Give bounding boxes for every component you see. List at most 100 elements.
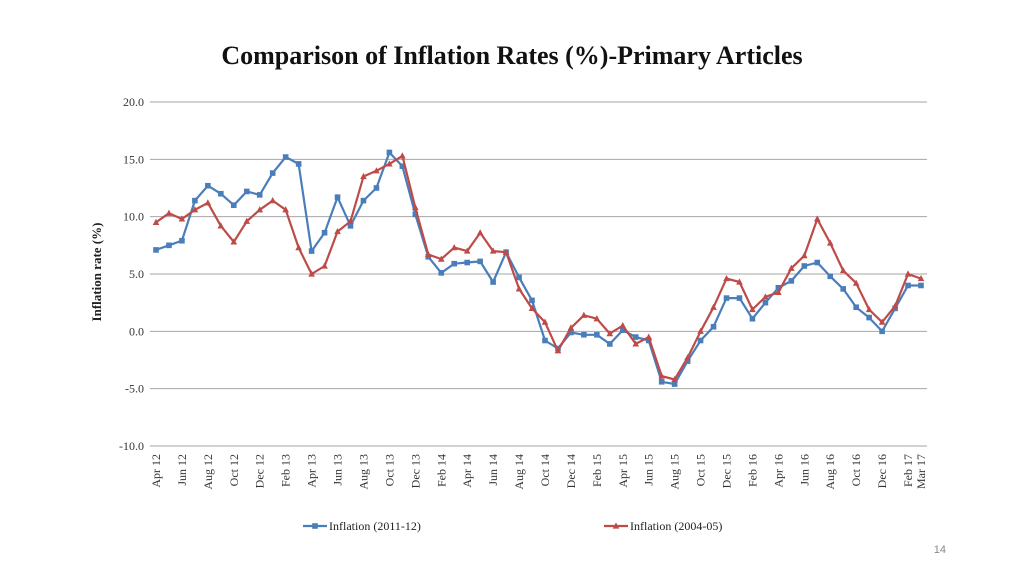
x-tick-label: Jun 12 <box>175 454 189 486</box>
data-point <box>166 242 172 249</box>
x-tick-label: Jun 16 <box>797 454 811 486</box>
data-point <box>917 274 925 282</box>
data-point <box>230 202 237 208</box>
data-point <box>230 238 238 245</box>
y-tick-label: 0.0 <box>129 324 144 338</box>
data-point <box>554 347 562 354</box>
x-tick-label: Dec 13 <box>408 454 422 488</box>
data-point <box>658 372 665 379</box>
data-point <box>477 258 483 265</box>
y-axis-ticks: -10.0 -5.0 0.0 5.0 10.0 15.0 20.0 <box>119 95 144 453</box>
data-point <box>334 194 341 200</box>
data-point <box>386 149 393 156</box>
data-point <box>671 381 678 387</box>
data-point <box>347 217 354 224</box>
data-point <box>619 322 627 329</box>
data-point <box>217 222 225 229</box>
data-point <box>269 170 276 176</box>
data-point <box>373 167 380 174</box>
x-tick-label: Jun 15 <box>642 454 656 486</box>
data-point <box>840 286 847 292</box>
data-point <box>619 327 626 333</box>
legend: Inflation (2011-12) Inflation (2004-05) <box>303 519 722 533</box>
gridlines <box>150 101 927 447</box>
data-point <box>710 303 717 310</box>
data-point <box>671 375 678 383</box>
data-point <box>308 248 315 254</box>
series-2 <box>152 152 925 383</box>
data-point <box>360 197 367 204</box>
y-tick-label: 15.0 <box>123 152 144 166</box>
data-point <box>204 199 212 206</box>
data-point <box>490 279 496 285</box>
data-point <box>243 188 250 195</box>
data-point <box>879 328 885 335</box>
x-tick-label: Jun 14 <box>486 454 500 486</box>
x-tick-label: Apr 15 <box>616 454 630 488</box>
data-series <box>152 149 925 387</box>
data-point <box>813 215 821 222</box>
legend-label: Inflation (2004-05) <box>630 519 722 533</box>
data-point <box>476 229 484 236</box>
data-point <box>463 247 471 254</box>
data-point <box>788 278 795 284</box>
data-point <box>904 270 912 277</box>
data-point <box>360 172 367 180</box>
data-point <box>918 282 924 289</box>
data-point <box>801 263 808 269</box>
x-tick-label: Aug 16 <box>823 454 837 490</box>
x-tick-label: Oct 12 <box>227 454 241 486</box>
x-tick-label: Dec 14 <box>564 454 578 488</box>
data-point <box>438 270 445 276</box>
page-number: 14 <box>933 544 946 556</box>
data-point <box>839 266 847 274</box>
data-point <box>269 197 276 204</box>
data-point <box>541 318 549 325</box>
x-tick-label: Oct 16 <box>849 454 863 486</box>
data-point <box>827 273 834 280</box>
x-tick-label: Feb 14 <box>434 454 448 487</box>
data-point <box>152 218 160 225</box>
data-point <box>866 314 872 321</box>
y-tick-label: -5.0 <box>125 382 144 396</box>
data-point <box>632 340 640 347</box>
data-point <box>710 323 717 330</box>
data-point <box>607 341 613 347</box>
x-tick-label: Feb 17 <box>901 454 915 487</box>
x-tick-label: Oct 15 <box>694 454 708 486</box>
data-point <box>632 334 639 340</box>
data-point <box>853 304 859 311</box>
data-point <box>502 248 510 255</box>
data-point <box>399 163 406 170</box>
x-tick-label: Jun 13 <box>331 454 345 486</box>
data-point <box>775 284 782 291</box>
data-point <box>736 278 743 285</box>
data-point <box>153 247 159 253</box>
x-tick-label: Oct 13 <box>382 454 396 486</box>
data-point <box>658 378 665 385</box>
data-point <box>723 295 730 301</box>
data-point <box>437 255 445 262</box>
data-point <box>762 293 769 300</box>
x-tick-label: Oct 14 <box>538 454 552 486</box>
data-point <box>256 192 263 198</box>
x-tick-label: Aug 14 <box>512 454 526 490</box>
data-point <box>450 244 458 251</box>
x-axis-ticks: Apr 12 Jun 12 Aug 12 Oct 12 Dec 12 Feb 13 Apr … <box>149 454 928 490</box>
data-point <box>645 333 653 340</box>
x-tick-label: Dec 15 <box>720 454 734 488</box>
x-tick-label: Apr 16 <box>771 454 785 488</box>
data-point <box>321 262 328 269</box>
data-point <box>697 327 704 334</box>
data-point <box>528 304 536 311</box>
data-point <box>192 197 198 204</box>
data-point <box>218 190 224 197</box>
data-point <box>580 311 588 318</box>
data-point <box>334 227 341 235</box>
data-point <box>567 324 575 331</box>
x-tick-label: Apr 12 <box>149 454 163 488</box>
data-point <box>464 259 470 266</box>
data-point <box>178 215 186 222</box>
data-point <box>205 182 211 189</box>
data-point <box>347 223 354 229</box>
